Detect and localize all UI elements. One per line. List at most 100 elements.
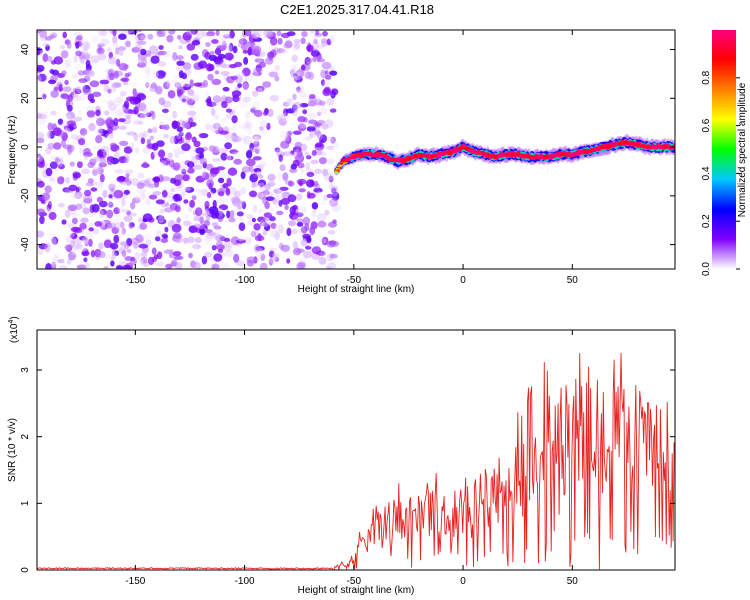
noise-blob	[58, 83, 63, 92]
noise-blob	[37, 73, 47, 82]
noise-blob	[184, 186, 195, 193]
noise-blob	[331, 88, 339, 96]
noise-blob	[166, 156, 173, 162]
noise-blob	[133, 106, 139, 115]
noise-blob	[311, 246, 322, 255]
noise-blob	[237, 236, 244, 242]
noise-blob	[124, 30, 134, 34]
noise-blob	[90, 187, 98, 192]
noise-blob	[240, 171, 246, 180]
noise-blob	[100, 38, 106, 44]
noise-blob	[115, 109, 125, 116]
noise-blob	[316, 119, 326, 125]
noise-blob	[282, 172, 289, 182]
noise-blob	[300, 143, 308, 152]
snr-x-tick-label: 50	[567, 576, 579, 587]
noise-blob	[246, 214, 254, 220]
noise-blob	[267, 173, 276, 182]
noise-blob	[328, 175, 334, 183]
noise-blob	[206, 192, 212, 199]
noise-blob	[316, 96, 321, 103]
signal-peak-mark	[515, 152, 521, 157]
noise-blob	[292, 130, 302, 135]
noise-blob	[80, 217, 89, 223]
noise-blob	[155, 85, 163, 95]
noise-blob	[252, 67, 263, 76]
noise-blob	[135, 234, 144, 243]
spectrogram-x-tick-label: -150	[125, 275, 145, 286]
noise-blob	[164, 207, 174, 213]
noise-blob	[77, 109, 82, 116]
noise-blob	[227, 167, 238, 176]
noise-blob	[212, 157, 221, 162]
noise-blob	[299, 122, 307, 129]
noise-blob	[137, 120, 144, 125]
noise-blob	[60, 139, 66, 147]
noise-blob	[259, 120, 268, 128]
noise-blob	[230, 75, 238, 81]
noise-blob	[251, 32, 262, 38]
noise-blob	[304, 151, 310, 157]
noise-blob	[137, 189, 147, 194]
noise-blob	[109, 256, 115, 261]
noise-blob	[286, 131, 293, 137]
noise-blob	[167, 198, 175, 203]
noise-blob	[250, 230, 257, 238]
noise-blob	[123, 189, 131, 195]
noise-blob	[173, 232, 182, 240]
signal-trace-mark	[337, 166, 342, 169]
noise-blob	[158, 97, 166, 106]
noise-blob	[246, 118, 251, 127]
noise-blob	[161, 160, 167, 167]
signal-trace-mark	[499, 155, 504, 158]
noise-blob	[213, 253, 223, 262]
noise-blob	[41, 192, 51, 201]
signal-peak-mark	[390, 157, 396, 162]
noise-blob	[123, 100, 130, 109]
noise-blob	[321, 236, 329, 246]
signal-peak-mark	[464, 146, 470, 151]
noise-blob	[152, 150, 158, 157]
signal-peak-mark	[634, 142, 640, 147]
noise-blob	[76, 86, 81, 94]
noise-blob	[223, 243, 232, 253]
noise-blob	[302, 250, 312, 259]
noise-blob	[115, 58, 121, 67]
noise-blob	[63, 125, 70, 131]
noise-blob	[47, 200, 52, 210]
noise-blob	[115, 100, 122, 107]
noise-blob	[108, 135, 114, 141]
noise-blob	[108, 72, 115, 81]
noise-blob	[292, 241, 299, 249]
signal-peak-mark	[458, 146, 464, 150]
noise-blob	[318, 107, 328, 116]
noise-blob	[251, 217, 256, 223]
noise-blob	[70, 193, 80, 200]
colorbar-tick-label: 0.0	[701, 262, 712, 276]
noise-blob	[118, 50, 124, 56]
noise-blob	[327, 262, 337, 269]
noise-blob	[134, 44, 143, 53]
noise-blob	[266, 122, 271, 131]
noise-blob	[173, 255, 184, 260]
noise-blob	[272, 198, 278, 205]
noise-blob	[45, 72, 50, 82]
noise-blob	[64, 209, 71, 218]
noise-blob	[188, 252, 193, 259]
signal-peak-mark	[543, 155, 549, 159]
colorbar-tick-label: 0.2	[701, 214, 712, 228]
noise-blob	[70, 234, 78, 239]
noise-blob	[73, 244, 78, 251]
signal-trace-mark	[549, 156, 555, 159]
noise-blob	[188, 160, 194, 169]
noise-blob	[158, 215, 165, 223]
noise-blob	[282, 112, 287, 122]
noise-blob	[145, 239, 152, 246]
noise-blob	[166, 79, 171, 88]
noise-blob	[126, 248, 132, 254]
noise-blob	[242, 82, 249, 91]
noise-blob	[252, 204, 258, 213]
noise-blob	[151, 247, 157, 255]
signal-trace-mark	[338, 162, 344, 165]
noise-blob	[91, 203, 100, 213]
